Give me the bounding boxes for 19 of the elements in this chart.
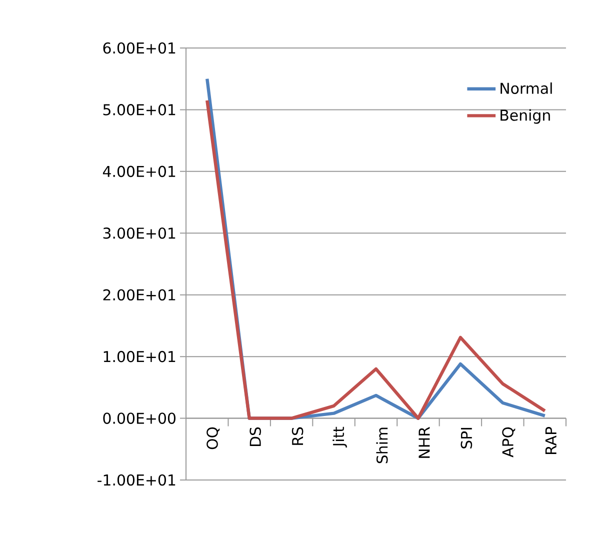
y-tick-label: 5.00E+01 bbox=[103, 104, 176, 116]
x-tick-label: RS bbox=[292, 427, 304, 445]
y-tick-label: 2.00E+01 bbox=[103, 289, 176, 301]
y-tick-label: 6.00E+01 bbox=[103, 42, 176, 54]
x-tick-label: Shim bbox=[376, 428, 388, 464]
legend-label: Benign bbox=[500, 109, 550, 124]
x-tick-label: Jitt bbox=[332, 426, 347, 448]
x-tick-label: SPI bbox=[460, 428, 472, 448]
y-tick-label: 0.00E+00 bbox=[103, 412, 176, 424]
y-tick-label: 1.00E+01 bbox=[104, 350, 176, 362]
x-tick-label: DS bbox=[250, 427, 261, 446]
x-tick-label: NHR bbox=[418, 426, 430, 458]
x-tick-label: OQ bbox=[206, 427, 220, 450]
x-tick-label: APQ bbox=[502, 427, 516, 458]
y-tick-label: 3.00E+01 bbox=[103, 227, 176, 239]
legend-label: Normal bbox=[500, 82, 552, 94]
y-tick-label: -1.00E+01 bbox=[98, 474, 176, 486]
y-tick-label: 4.00E+01 bbox=[102, 166, 176, 178]
x-tick-label: RAP bbox=[545, 426, 556, 454]
